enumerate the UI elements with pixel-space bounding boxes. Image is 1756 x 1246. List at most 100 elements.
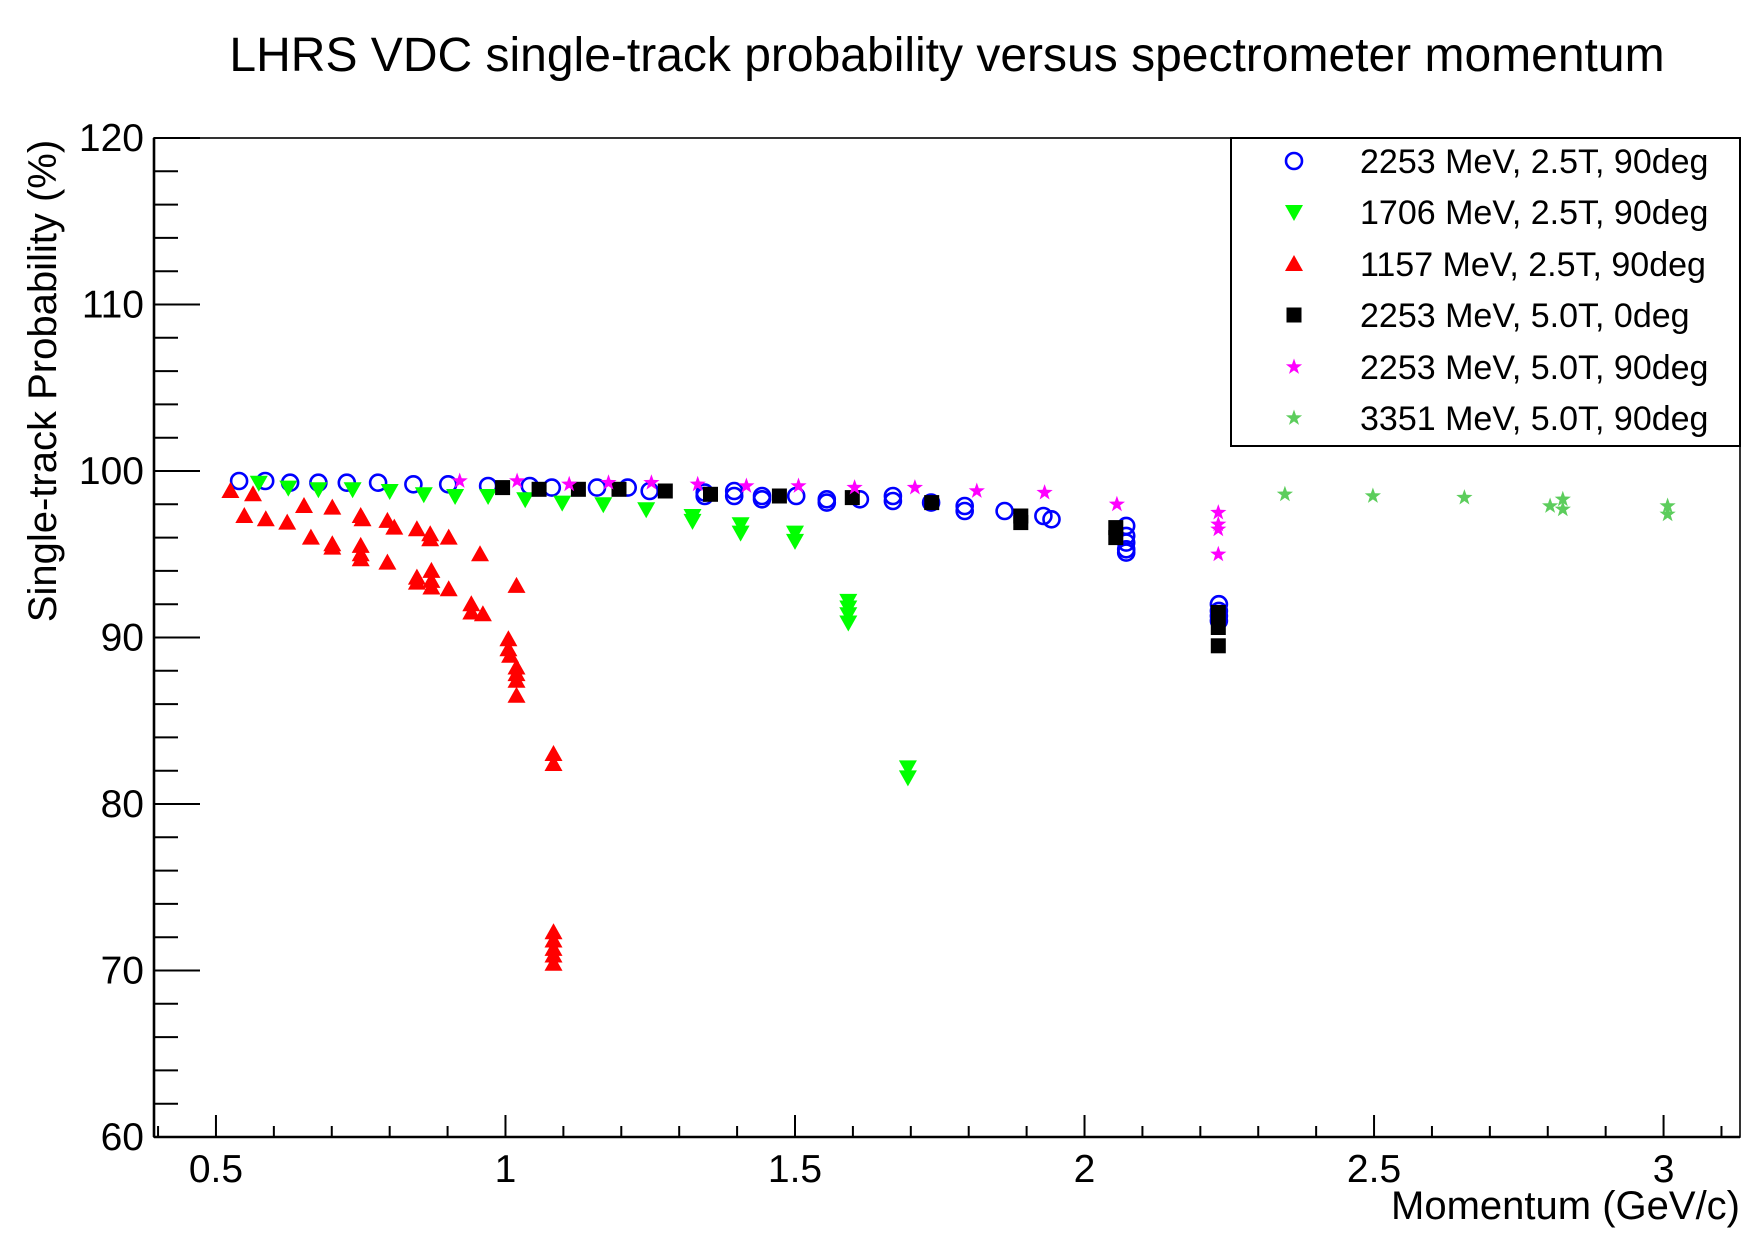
series-5-point (643, 474, 660, 490)
series-2-point (637, 502, 656, 519)
series-3-point (501, 646, 520, 663)
series-4-point (611, 481, 627, 497)
legend-label-3: 1157 MeV, 2.5T, 90deg (1360, 246, 1706, 284)
series-3-point (439, 528, 458, 545)
y-tick-label: 70 (101, 950, 144, 993)
series-5-point (451, 472, 468, 488)
series-4 (495, 480, 1226, 654)
series-5-point (968, 482, 985, 498)
series-1-point (955, 501, 975, 521)
series-1-point (955, 496, 975, 516)
axis-tick-labels: 0.5 1 1.5 2 2.5 3 60 70 80 90 100 110 120 (79, 117, 1674, 1191)
series-6 (1276, 485, 1676, 522)
series-3-point (385, 518, 404, 535)
series-3-point (221, 482, 240, 498)
series-3-point (421, 530, 440, 547)
series-6-point (1542, 497, 1559, 513)
series-2-point (414, 487, 433, 504)
series-3-point (473, 605, 492, 622)
series-3-point (323, 498, 342, 515)
series-1-point (1042, 509, 1061, 529)
chart-title: LHRS VDC single-track probability versus… (229, 29, 1664, 82)
series-1-point (368, 473, 388, 493)
series-1-point (724, 486, 744, 506)
legend-label-1: 2253 MeV, 2.5T, 90deg (1360, 143, 1708, 181)
legend-marker-1 (1284, 151, 1304, 171)
series-3-point (407, 573, 426, 590)
series-5-point (509, 472, 526, 488)
series-4-point (1210, 638, 1226, 654)
series-4-point (531, 481, 547, 497)
series-3-point (256, 510, 275, 527)
y-tick-label: 100 (79, 450, 144, 493)
series-3-point (544, 946, 563, 963)
legend-label-6: 3351 MeV, 5.0T, 90deg (1360, 400, 1708, 438)
series-5-point (1108, 495, 1125, 512)
y-axis-label: Single-track Probability (%) (21, 140, 65, 622)
series-6-point (1456, 489, 1473, 505)
legend-label-5: 2253 MeV, 5.0T, 90deg (1360, 349, 1708, 387)
series-1-point (995, 501, 1014, 521)
series-1-point (883, 486, 903, 506)
series-3-point (422, 561, 441, 578)
series-3-point (544, 931, 563, 948)
series-4-point (570, 481, 586, 497)
series-3-point (439, 580, 458, 597)
legend-marker-6 (1285, 409, 1303, 425)
axis-ticks (154, 137, 1723, 1138)
series-2-point (898, 770, 917, 787)
series-3-point (235, 507, 254, 523)
series-3-point (244, 485, 262, 502)
x-tick-label: 1.5 (768, 1148, 822, 1191)
series-3-point (544, 745, 563, 761)
series-3-point (278, 513, 297, 530)
series-1-point (229, 471, 249, 491)
series-3-point (295, 497, 313, 513)
series-2-point (898, 760, 917, 777)
series-3-point (462, 595, 481, 612)
series-5 (451, 472, 1227, 562)
series-3-point (462, 603, 481, 620)
x-tick-label: 3 (1653, 1148, 1675, 1191)
series-5-point (1210, 545, 1227, 562)
series-4-point (1013, 515, 1029, 531)
series-6-point (1659, 505, 1676, 522)
series-4-point (1108, 530, 1124, 546)
series-3 (221, 482, 563, 971)
series-3-point (422, 578, 441, 595)
series-2-point (594, 497, 613, 514)
series-5-point (738, 477, 755, 493)
series-6-point (1554, 490, 1571, 507)
x-tick-label: 2.5 (1347, 1148, 1401, 1191)
y-tick-label: 110 (82, 284, 144, 327)
series-6-point (1659, 497, 1676, 513)
legend-box (1230, 137, 1741, 447)
series-4-point (703, 486, 718, 502)
series-2-point (279, 480, 298, 497)
series-3-point (378, 553, 397, 570)
data-points (221, 471, 1676, 971)
x-tick-label: 2 (1074, 1148, 1096, 1191)
series-3-point (507, 671, 526, 688)
series-2-point (446, 489, 465, 505)
series-5-point (790, 477, 807, 493)
y-tick-label: 90 (101, 617, 144, 660)
legend-marker-3 (1285, 255, 1303, 271)
legend-markers (1284, 151, 1304, 425)
series-6-point (1276, 485, 1293, 502)
series-3-point (351, 536, 370, 553)
series-5-point (600, 474, 617, 490)
series-4-point (844, 490, 860, 506)
series-2-point (786, 533, 804, 550)
series-3-point (471, 545, 489, 562)
series-4-point (1210, 620, 1226, 635)
series-4-point (1210, 605, 1226, 620)
legend: 2253 MeV, 2.5T, 90deg 1706 MeV, 2.5T, 90… (1230, 137, 1741, 447)
legend-label-2: 1706 MeV, 2.5T, 90deg (1360, 194, 1708, 232)
series-1-point (404, 474, 423, 494)
series-3-point (301, 528, 320, 545)
series-4-point (495, 480, 511, 496)
series-6-point (1554, 500, 1571, 517)
series-3-point (353, 510, 372, 527)
